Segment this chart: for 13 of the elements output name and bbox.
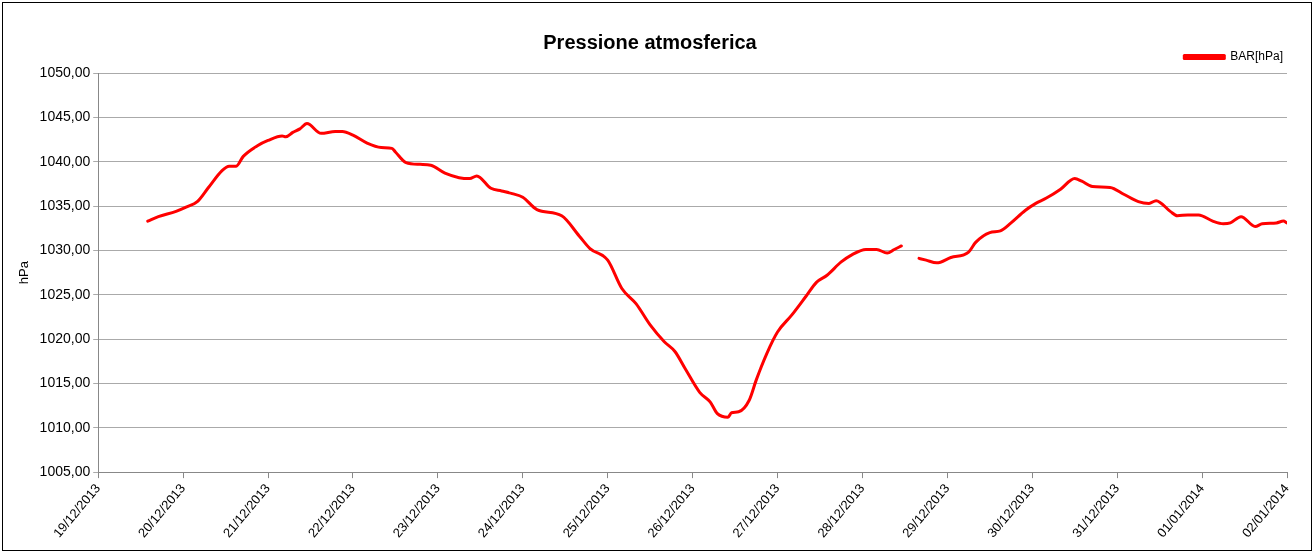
y-tick-label: 1015,00	[39, 374, 91, 391]
y-tick-label: 1040,00	[39, 152, 91, 169]
y-tick-label: 1050,00	[39, 63, 91, 80]
y-tick-label: 1010,00	[39, 418, 91, 435]
y-tick-label: 1035,00	[39, 196, 91, 213]
y-tick-label: 1045,00	[39, 108, 91, 125]
chart-title: Pressione atmosferica	[543, 30, 758, 53]
y-tick-label: 1030,00	[39, 241, 91, 258]
y-axis-title: hPa	[16, 260, 32, 285]
y-tick-label: 1020,00	[39, 329, 91, 346]
legend-label: BAR[hPa]	[1230, 49, 1284, 64]
y-tick-label: 1005,00	[39, 462, 91, 479]
y-tick-label: 1025,00	[39, 285, 91, 302]
